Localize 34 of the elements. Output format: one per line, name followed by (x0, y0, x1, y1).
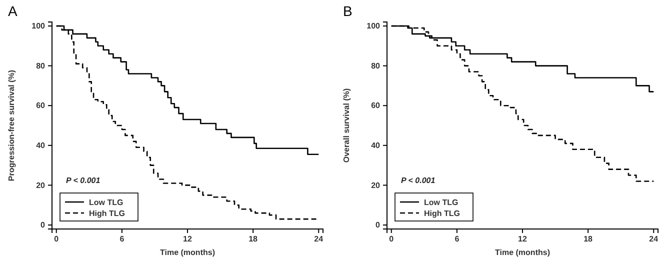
x-tick-label: 6 (454, 234, 460, 244)
x-tick-label: 0 (54, 234, 60, 244)
y-tick-label: 20 (36, 180, 46, 190)
x-axis-title: Time (months) (495, 248, 550, 257)
y-axis-title: Progression-free survival (%) (7, 70, 16, 182)
legend-label: High TLG (89, 209, 125, 218)
y-tick-label: 100 (366, 22, 381, 31)
x-tick-label: 6 (120, 234, 125, 244)
legend-label: Low TLG (89, 198, 124, 207)
y-tick-label: 80 (371, 61, 381, 70)
y-tick-label: 80 (36, 61, 46, 70)
annotation: P < 0.001 (401, 176, 436, 185)
annotation: P < 0.001 (66, 176, 101, 185)
x-tick-label: 12 (183, 234, 192, 244)
y-tick-label: 40 (36, 140, 46, 150)
legend-label: High TLG (424, 209, 460, 218)
y-tick-label: 60 (371, 101, 381, 110)
x-tick-label: 24 (314, 234, 324, 244)
x-tick-label: 0 (389, 234, 394, 244)
x-tick-label: 18 (248, 234, 258, 244)
y-tick-label: 40 (371, 140, 381, 150)
chart-title: B (343, 3, 352, 19)
y-tick-label: 0 (376, 220, 381, 230)
chart-title: A (8, 3, 18, 19)
y-tick-label: 20 (371, 180, 381, 190)
x-tick-label: 12 (518, 234, 528, 244)
x-tick-label: 24 (649, 234, 659, 244)
y-tick-label: 100 (32, 22, 46, 31)
y-axis-title: Overall survival (%) (342, 88, 351, 163)
x-tick-label: 18 (584, 234, 594, 244)
y-tick-label: 60 (36, 101, 46, 110)
x-axis-title: Time (months) (160, 248, 216, 257)
y-tick-label: 0 (40, 220, 46, 230)
legend-label: Low TLG (424, 198, 458, 207)
